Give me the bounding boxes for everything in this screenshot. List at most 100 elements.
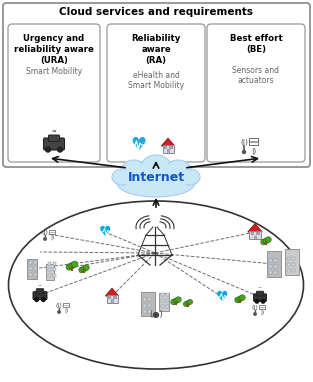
Ellipse shape	[117, 169, 195, 197]
FancyBboxPatch shape	[107, 24, 205, 162]
Ellipse shape	[180, 169, 200, 185]
Bar	[143, 298, 146, 301]
Bar	[29, 267, 32, 270]
Text: |): |)	[50, 234, 54, 240]
Circle shape	[266, 237, 271, 243]
Circle shape	[254, 313, 256, 315]
Bar	[269, 259, 272, 262]
Text: Internet: Internet	[127, 170, 185, 183]
Circle shape	[237, 296, 243, 302]
Bar	[29, 273, 32, 276]
FancyBboxPatch shape	[8, 24, 100, 162]
Text: (|): (|)	[252, 304, 259, 310]
Bar	[48, 268, 51, 271]
Bar	[106, 295, 117, 303]
Text: Cloud services and requirements: Cloud services and requirements	[59, 7, 253, 17]
Text: eHealth and
Smart Mobility: eHealth and Smart Mobility	[128, 71, 184, 91]
Ellipse shape	[141, 155, 171, 179]
Bar	[48, 262, 51, 265]
Bar	[34, 273, 37, 276]
Text: ~: ~	[38, 283, 42, 288]
Bar	[108, 296, 110, 298]
FancyBboxPatch shape	[36, 289, 44, 294]
FancyBboxPatch shape	[207, 24, 305, 162]
Bar	[148, 298, 151, 301]
Ellipse shape	[112, 169, 132, 185]
Ellipse shape	[8, 201, 304, 369]
Polygon shape	[162, 138, 175, 146]
Bar	[249, 138, 258, 145]
Circle shape	[42, 298, 45, 301]
Text: ≈: ≈	[52, 129, 56, 134]
Polygon shape	[248, 223, 262, 232]
Bar	[164, 146, 166, 148]
Text: ~: ~	[258, 285, 262, 290]
Circle shape	[186, 301, 190, 305]
Bar	[46, 264, 54, 280]
Circle shape	[69, 262, 75, 269]
FancyBboxPatch shape	[49, 135, 59, 141]
Bar	[254, 236, 256, 239]
Bar	[161, 299, 164, 302]
Circle shape	[263, 238, 269, 244]
Bar	[167, 149, 169, 152]
Circle shape	[243, 151, 245, 154]
Bar	[143, 310, 146, 313]
Bar	[287, 269, 290, 272]
Bar	[148, 310, 151, 313]
Text: ♥: ♥	[130, 136, 146, 154]
Bar	[113, 296, 115, 298]
Text: |): |)	[64, 307, 68, 313]
Bar	[274, 265, 277, 268]
Bar	[292, 269, 295, 272]
Bar	[148, 304, 151, 307]
Circle shape	[45, 147, 50, 152]
Circle shape	[255, 299, 259, 303]
Bar	[269, 271, 272, 274]
Bar	[267, 251, 281, 277]
Bar	[169, 146, 172, 148]
Bar	[292, 263, 295, 266]
Bar	[53, 262, 56, 265]
Bar	[34, 267, 37, 270]
Bar	[274, 271, 277, 274]
Circle shape	[66, 264, 72, 270]
Circle shape	[44, 238, 46, 240]
Bar	[166, 299, 169, 302]
Circle shape	[58, 147, 63, 152]
Bar	[34, 261, 37, 264]
Text: Sensors and
actuators: Sensors and actuators	[233, 66, 280, 86]
Bar	[29, 261, 32, 264]
Bar	[143, 304, 146, 307]
Circle shape	[81, 266, 87, 272]
FancyBboxPatch shape	[33, 291, 47, 299]
Polygon shape	[105, 288, 119, 296]
Text: (|): (|)	[42, 229, 49, 235]
Ellipse shape	[165, 160, 191, 182]
Circle shape	[173, 298, 179, 304]
Text: ♥: ♥	[99, 225, 111, 239]
FancyBboxPatch shape	[256, 291, 264, 296]
Bar	[63, 303, 69, 307]
Circle shape	[261, 239, 266, 245]
Text: Best effort
(BE): Best effort (BE)	[230, 34, 282, 54]
Bar	[249, 231, 261, 239]
Bar	[274, 259, 277, 262]
Circle shape	[72, 261, 78, 267]
Bar	[292, 257, 295, 260]
FancyBboxPatch shape	[3, 3, 310, 167]
Text: |): |)	[260, 309, 264, 315]
Circle shape	[261, 299, 265, 303]
Circle shape	[84, 265, 89, 270]
Text: Reliability
aware
(RA): Reliability aware (RA)	[131, 34, 181, 65]
Ellipse shape	[120, 163, 192, 191]
Circle shape	[79, 267, 85, 273]
Circle shape	[188, 299, 192, 304]
Circle shape	[35, 298, 38, 301]
Text: (|): (|)	[56, 302, 62, 308]
Bar	[161, 293, 164, 296]
FancyBboxPatch shape	[254, 294, 266, 301]
Bar	[287, 263, 290, 266]
Text: (●): (●)	[149, 309, 163, 319]
FancyBboxPatch shape	[44, 138, 64, 150]
